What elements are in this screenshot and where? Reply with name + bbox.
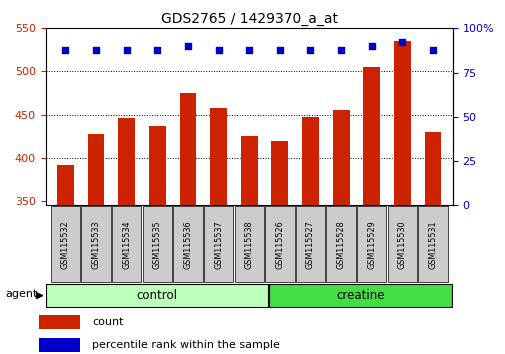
Bar <box>118 118 135 205</box>
FancyBboxPatch shape <box>295 206 325 282</box>
Text: GSM115526: GSM115526 <box>275 220 284 269</box>
FancyBboxPatch shape <box>81 206 111 282</box>
Bar <box>240 136 257 205</box>
Point <box>153 47 161 52</box>
Bar <box>424 132 440 205</box>
FancyBboxPatch shape <box>142 206 172 282</box>
Point <box>275 47 283 52</box>
Bar <box>39 338 80 352</box>
Point <box>367 43 375 49</box>
Bar <box>210 108 227 205</box>
Point <box>92 47 100 52</box>
Text: GSM115538: GSM115538 <box>244 220 253 269</box>
Text: GSM115530: GSM115530 <box>397 220 406 269</box>
FancyBboxPatch shape <box>387 206 416 282</box>
Point <box>397 40 406 45</box>
FancyBboxPatch shape <box>269 284 451 308</box>
Bar <box>57 165 74 205</box>
FancyBboxPatch shape <box>357 206 386 282</box>
Bar <box>301 117 318 205</box>
Text: GSM115529: GSM115529 <box>367 220 375 269</box>
FancyBboxPatch shape <box>265 206 294 282</box>
Text: control: control <box>136 289 177 302</box>
Text: GSM115534: GSM115534 <box>122 220 131 269</box>
Point <box>306 47 314 52</box>
Bar <box>39 315 80 329</box>
Bar <box>87 134 105 205</box>
Bar <box>148 126 166 205</box>
Text: GSM115531: GSM115531 <box>428 220 437 269</box>
Bar <box>332 110 349 205</box>
Text: GSM115527: GSM115527 <box>306 220 314 269</box>
Point <box>428 47 436 52</box>
FancyBboxPatch shape <box>50 206 80 282</box>
FancyBboxPatch shape <box>112 206 141 282</box>
Text: GSM115528: GSM115528 <box>336 220 345 269</box>
Text: GSM115535: GSM115535 <box>153 220 162 269</box>
Point <box>214 47 222 52</box>
FancyBboxPatch shape <box>46 284 268 308</box>
FancyBboxPatch shape <box>418 206 447 282</box>
Text: count: count <box>92 317 123 327</box>
Bar <box>363 67 379 205</box>
Bar <box>271 141 288 205</box>
Text: percentile rank within the sample: percentile rank within the sample <box>92 340 279 350</box>
Bar <box>179 93 196 205</box>
FancyBboxPatch shape <box>173 206 202 282</box>
FancyBboxPatch shape <box>326 206 355 282</box>
FancyBboxPatch shape <box>234 206 264 282</box>
Point <box>244 47 252 52</box>
Point <box>61 47 69 52</box>
Title: GDS2765 / 1429370_a_at: GDS2765 / 1429370_a_at <box>161 12 337 26</box>
Bar <box>393 41 410 205</box>
Text: GSM115533: GSM115533 <box>91 220 100 269</box>
Text: GSM115536: GSM115536 <box>183 220 192 269</box>
Text: creatine: creatine <box>336 289 384 302</box>
FancyBboxPatch shape <box>204 206 233 282</box>
Text: GSM115537: GSM115537 <box>214 220 223 269</box>
Point <box>183 43 191 49</box>
Point <box>336 47 344 52</box>
Point <box>122 47 130 52</box>
Text: agent: agent <box>5 289 37 299</box>
Text: GSM115532: GSM115532 <box>61 220 70 269</box>
